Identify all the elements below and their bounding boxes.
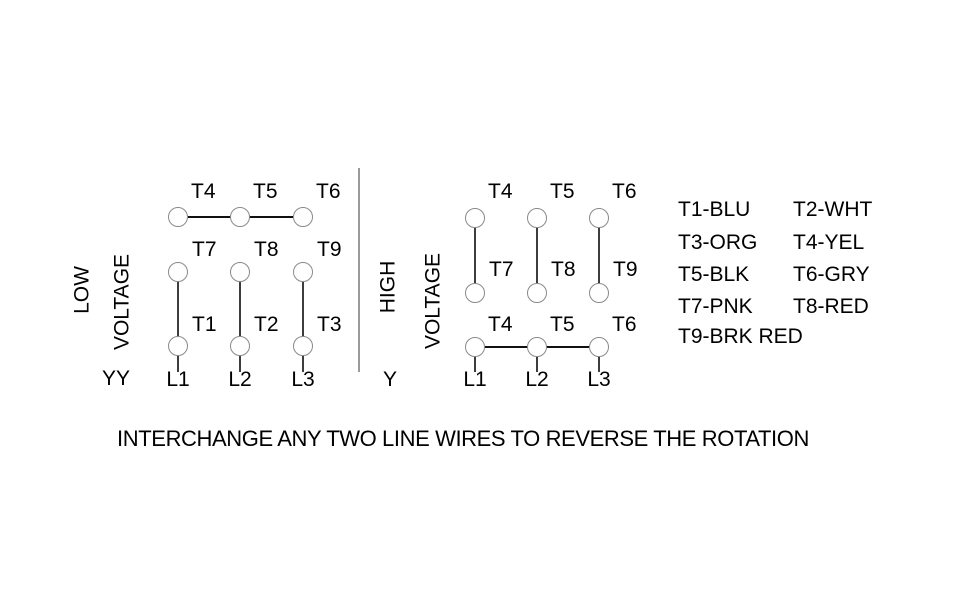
terminal-node (168, 262, 188, 282)
winding-wire (598, 228, 600, 283)
legend-entry: T9-BRK RED (678, 325, 803, 348)
lv-terminal-label-mid-3: T9 (317, 238, 342, 261)
lead-stub (474, 357, 476, 372)
hv-terminal-label-top-2: T5 (550, 180, 575, 203)
terminal-node (230, 336, 250, 356)
winding-wire (177, 282, 179, 336)
legend-entry: T3-ORG (678, 231, 758, 254)
hv-line-label-3: L3 (587, 368, 611, 391)
connection-symbol-y: Y (382, 368, 398, 391)
lv-terminal-label-low-1: T1 (192, 313, 217, 336)
hv-terminal-label-bottom-2: T5 (550, 313, 575, 336)
terminal-node (527, 208, 547, 228)
legend-entry: T6-GRY (793, 263, 870, 286)
legend-entry: T1-BLU (678, 198, 751, 221)
legend-row: T1-BLU T2-WHT (678, 199, 872, 220)
rotation-note: INTERCHANGE ANY TWO LINE WIRES TO REVERS… (117, 426, 809, 451)
low-voltage-label: LOW (70, 266, 94, 314)
lv-terminal-label-mid-2: T8 (254, 238, 279, 261)
winding-wire (474, 228, 476, 283)
legend-row: T3-ORG T4-YEL (678, 232, 864, 253)
connection-symbol-yy: YY (101, 367, 131, 390)
legend-entry: T5-BLK (678, 263, 750, 286)
lv-terminal-label-top-1: T4 (191, 180, 216, 203)
winding-wire (536, 228, 538, 283)
hv-terminal-label-bottom-1: T4 (488, 313, 513, 336)
terminal-node (293, 207, 313, 227)
winding-wire (239, 282, 241, 336)
lead-stub (239, 356, 241, 372)
lv-line-label-2: L2 (228, 368, 252, 391)
legend-entry: T8-RED (793, 295, 869, 318)
hv-terminal-label-mid-1: T7 (489, 258, 514, 281)
lv-terminal-label-top-3: T6 (316, 180, 341, 203)
winding-wire (302, 282, 304, 336)
hv-line-label-2: L2 (525, 368, 549, 391)
lv-terminal-label-mid-1: T7 (192, 238, 217, 261)
legend-entry: T4-YEL (793, 231, 865, 254)
terminal-node (168, 336, 188, 356)
legend-row: T5-BLK T6-GRY (678, 264, 870, 285)
terminal-node (465, 283, 485, 303)
lv-terminal-label-top-2: T5 (253, 180, 278, 203)
terminal-node (527, 337, 547, 357)
lead-stub (302, 356, 304, 372)
high-voltage-label-line2: VOLTAGE (421, 252, 445, 350)
lead-stub (177, 356, 179, 372)
terminal-node (465, 208, 485, 228)
lead-stub (598, 357, 600, 372)
legend-entry: T7-PNK (678, 295, 753, 318)
terminal-node (465, 337, 485, 357)
hv-line-label-1: L1 (463, 368, 487, 391)
legend-row: T7-PNK T8-RED (678, 296, 869, 317)
lv-terminal-label-low-2: T2 (254, 313, 279, 336)
legend-entry: T2-WHT (793, 198, 873, 221)
lv-line-label-3: L3 (291, 368, 315, 391)
low-voltage-label-line2: VOLTAGE (110, 253, 134, 351)
terminal-node (589, 283, 609, 303)
hv-terminal-label-mid-2: T8 (551, 258, 576, 281)
section-divider-line (358, 168, 360, 372)
lv-terminal-label-low-3: T3 (317, 313, 342, 336)
lead-stub (536, 357, 538, 372)
legend-row: T9-BRK RED (678, 326, 803, 347)
hv-terminal-label-top-1: T4 (488, 180, 513, 203)
hv-terminal-label-top-3: T6 (612, 180, 637, 203)
terminal-node (589, 337, 609, 357)
terminal-node (293, 336, 313, 356)
terminal-node (293, 262, 313, 282)
hv-terminal-label-mid-3: T9 (613, 258, 638, 281)
terminal-node (230, 207, 250, 227)
lv-line-label-1: L1 (166, 368, 190, 391)
high-voltage-label: HIGH (376, 260, 400, 314)
terminal-node (527, 283, 547, 303)
terminal-node (168, 207, 188, 227)
hv-terminal-label-bottom-3: T6 (612, 313, 637, 336)
terminal-node (230, 262, 250, 282)
terminal-node (589, 208, 609, 228)
